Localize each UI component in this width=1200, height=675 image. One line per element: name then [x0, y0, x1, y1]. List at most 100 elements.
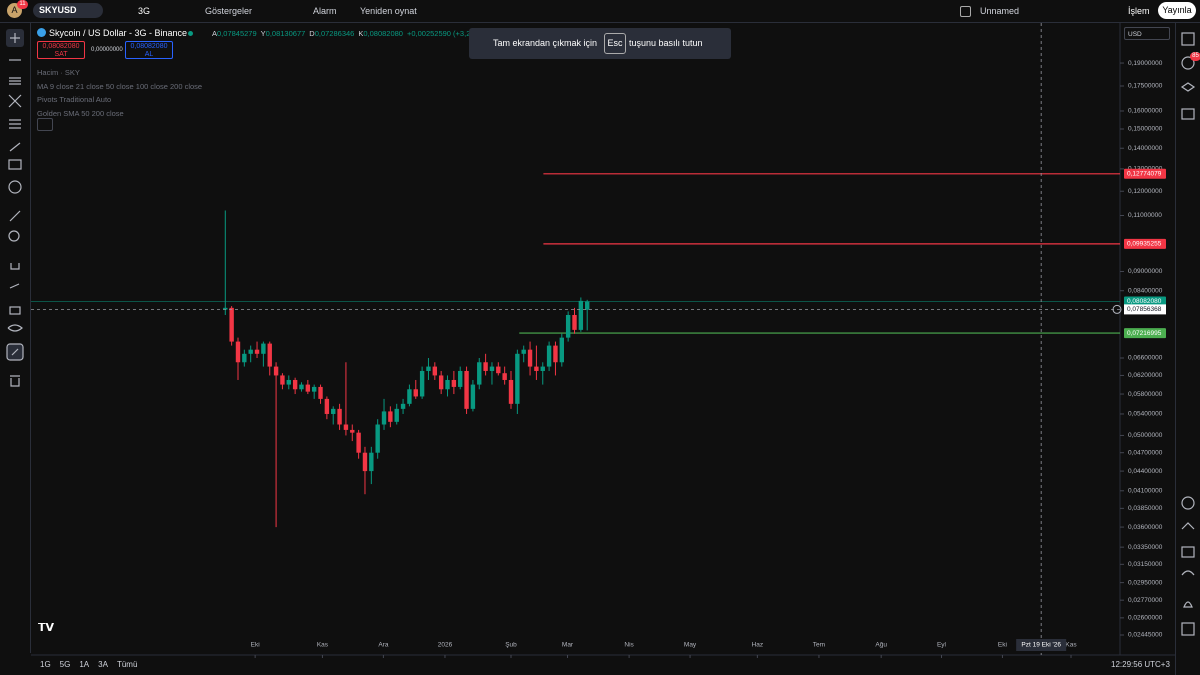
indicator-row: Golden SMA 50 200 close — [37, 107, 202, 121]
alarm-button[interactable]: Alarm — [313, 6, 337, 16]
indicator: Pivots Traditional Auto — [37, 95, 112, 104]
candle-body — [477, 362, 482, 385]
range-buttons: 1G 5G 1A 3A Tümü — [40, 660, 146, 669]
icons — [6, 33, 24, 387]
x-tick-label: Nis — [624, 642, 634, 649]
candle-body — [337, 408, 342, 425]
y-tick-label: 0,09000000 — [1128, 268, 1163, 275]
candle-body — [432, 366, 438, 376]
candle-body — [413, 389, 418, 397]
status-dot — [188, 31, 193, 36]
indicator-row: Pivots Traditional Auto — [37, 93, 202, 107]
y-tick-label: 0,02600000 — [1128, 615, 1163, 622]
x-tick-label: 2026 — [438, 642, 453, 649]
x-tick-label: Eki — [251, 642, 260, 649]
range-button[interactable]: Tümü — [116, 660, 138, 669]
indicators-button[interactable]: Göstergeler — [205, 6, 253, 16]
candle-body — [508, 379, 514, 404]
symbol-search[interactable]: SKYUSD — [33, 3, 103, 18]
top-toolbar — [0, 0, 1200, 23]
y-tick-label: 0,04100000 — [1128, 488, 1163, 495]
candle-body — [375, 424, 380, 453]
crosshair-label-bg — [1124, 304, 1166, 315]
candle-body — [311, 386, 317, 392]
chart: 0,19000000 0,17500000 0,16000000 0,15000000… — [31, 23, 1175, 658]
x-tick-label: Kas — [317, 642, 329, 649]
candle-body — [546, 345, 552, 367]
range-button[interactable]: 1A — [79, 660, 90, 669]
publish-button[interactable]: Yayınla — [1158, 2, 1196, 19]
candle-body — [331, 408, 336, 414]
y-tick-label: 0,05400000 — [1128, 411, 1163, 418]
sell-button[interactable]: 0,08082080 SAT — [37, 41, 85, 59]
y-tick-label: 0,04400000 — [1128, 468, 1163, 475]
currency-select[interactable]: USD — [1124, 27, 1170, 40]
left-toolbar — [0, 23, 31, 653]
buy-label: AL — [144, 51, 154, 58]
trade-button[interactable]: İşlem — [1128, 6, 1150, 16]
candle-body — [407, 389, 412, 404]
candle-body — [483, 362, 488, 371]
y-tick-label: 0,08400000 — [1128, 287, 1163, 294]
level-label-bg — [1124, 328, 1166, 339]
interval[interactable]: 3G — [138, 6, 151, 16]
checkbox[interactable] — [960, 6, 971, 17]
toast-text: tuşunu basılı tutun — [629, 38, 703, 48]
tool-icons — [6, 29, 24, 387]
replay-button[interactable]: Yeniden oynat — [360, 6, 417, 16]
candle-body — [578, 300, 584, 330]
y-tick-label: 0,02445000 — [1128, 632, 1163, 639]
candle-body — [381, 411, 387, 425]
y-tick-label: 0,05800000 — [1128, 391, 1163, 398]
candle-body — [527, 349, 533, 367]
x-tick-label: Kas — [1065, 642, 1077, 649]
candle-body — [350, 429, 355, 433]
y-tick-label: 0,11000000 — [1128, 212, 1162, 219]
y-tick-label: 0,14000000 — [1128, 145, 1163, 152]
y-tick-label: 0,02770000 — [1128, 597, 1163, 604]
candle-body — [254, 349, 260, 354]
y-tick-label: 0,19000000 — [1128, 60, 1163, 67]
buy-button[interactable]: 0,08082080 AL — [125, 41, 173, 59]
toast: Tam ekrandan çıkmak için Esc tuşunu bası… — [469, 28, 731, 59]
ohlc-value: 0,08082080 — [363, 29, 403, 38]
candle-body — [242, 353, 247, 363]
candle-body — [559, 337, 565, 363]
candle-body — [438, 375, 444, 390]
indicator: MA 9 close 21 close 50 close 100 close 2… — [37, 81, 203, 91]
y-tick-label: 0,03150000 — [1128, 561, 1163, 568]
candle-body — [419, 370, 425, 397]
candle-body — [267, 343, 272, 367]
candle-body — [305, 384, 311, 392]
range-button[interactable]: 3A — [98, 660, 108, 669]
level-label-bg — [1124, 238, 1166, 249]
candle-body — [470, 384, 476, 409]
layout-name[interactable]: Unnamed — [980, 6, 1020, 16]
candle-body — [445, 379, 450, 390]
candle-body — [553, 345, 558, 363]
y-tick-label: 0,05000000 — [1128, 432, 1163, 439]
range-button[interactable]: 1G — [40, 660, 51, 669]
last-price-bg — [1124, 296, 1166, 307]
indicator: Golden SMA 50 200 close — [37, 108, 124, 118]
collapse-button[interactable] — [37, 118, 53, 131]
spread: 0,00000000 — [91, 47, 123, 53]
candle-body — [394, 408, 399, 422]
level-label: 0,07216995 — [1127, 330, 1162, 337]
level-label: 0,12774079 — [1127, 171, 1162, 178]
ohlc-value: 0,08130677 — [265, 29, 306, 38]
indicator-row: MA 9 close 21 close 50 close 100 close 2… — [37, 80, 202, 94]
crosshair-x-label: Pzt 19 Eki '26 — [1021, 642, 1061, 649]
candle-body — [299, 384, 304, 390]
y-tick-label: 0,16000000 — [1128, 108, 1163, 115]
candle-body — [496, 366, 501, 374]
candle-body — [458, 370, 463, 387]
change: +0,00252590 (+3,23%) — [406, 29, 484, 38]
legend-title: Skycoin / US Dollar - 3G - Binance — [49, 28, 188, 38]
range-button[interactable]: 5G — [59, 660, 71, 669]
candle-body — [565, 314, 571, 338]
y-tick-label: 0,06600000 — [1128, 355, 1163, 362]
ohlc-key: A — [212, 29, 218, 38]
x-tick-label: Ağu — [875, 642, 887, 649]
